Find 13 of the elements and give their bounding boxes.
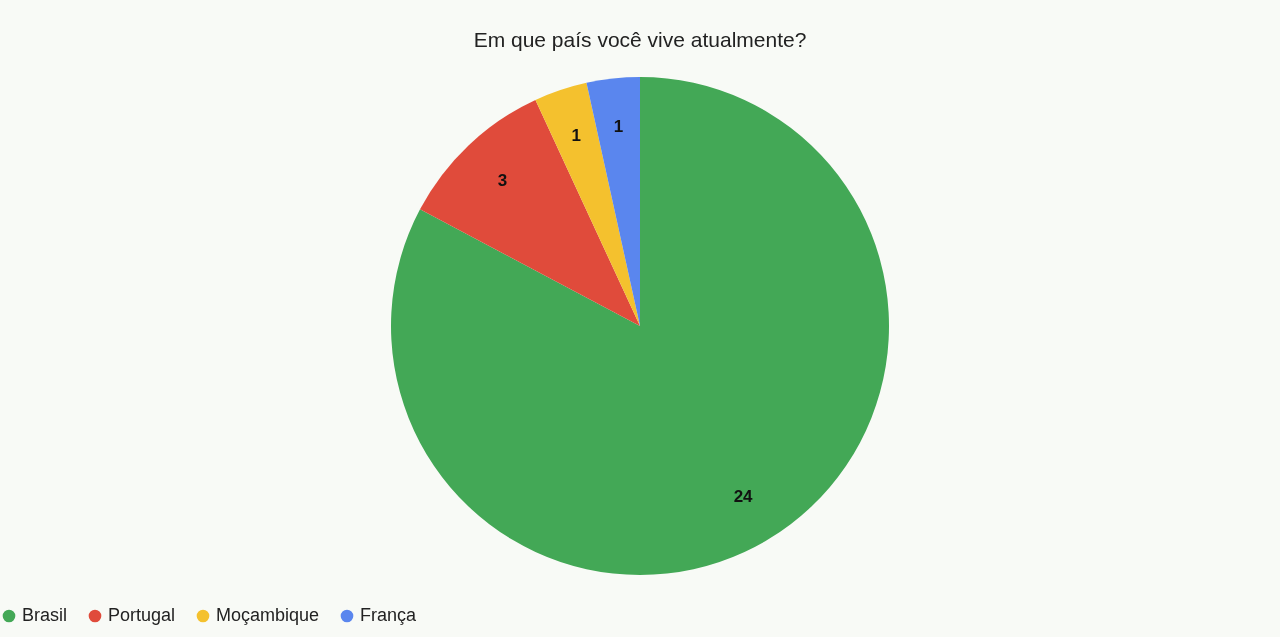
chart-title: Em que país você vive atualmente? (473, 28, 807, 51)
data-label: 24 (733, 487, 754, 507)
data-label: 3 (497, 170, 508, 190)
legend-label: Portugal (108, 605, 176, 625)
data-label: 1 (613, 117, 624, 137)
data-label: 1 (571, 126, 581, 146)
legend-label: França (360, 605, 418, 625)
pie-slice (586, 77, 640, 326)
pie-slice (535, 82, 640, 326)
pie-slice (391, 77, 889, 575)
pie-slice (420, 100, 640, 326)
legend-label: Moçambique (216, 605, 320, 625)
legend-label: Brasil (22, 605, 68, 625)
